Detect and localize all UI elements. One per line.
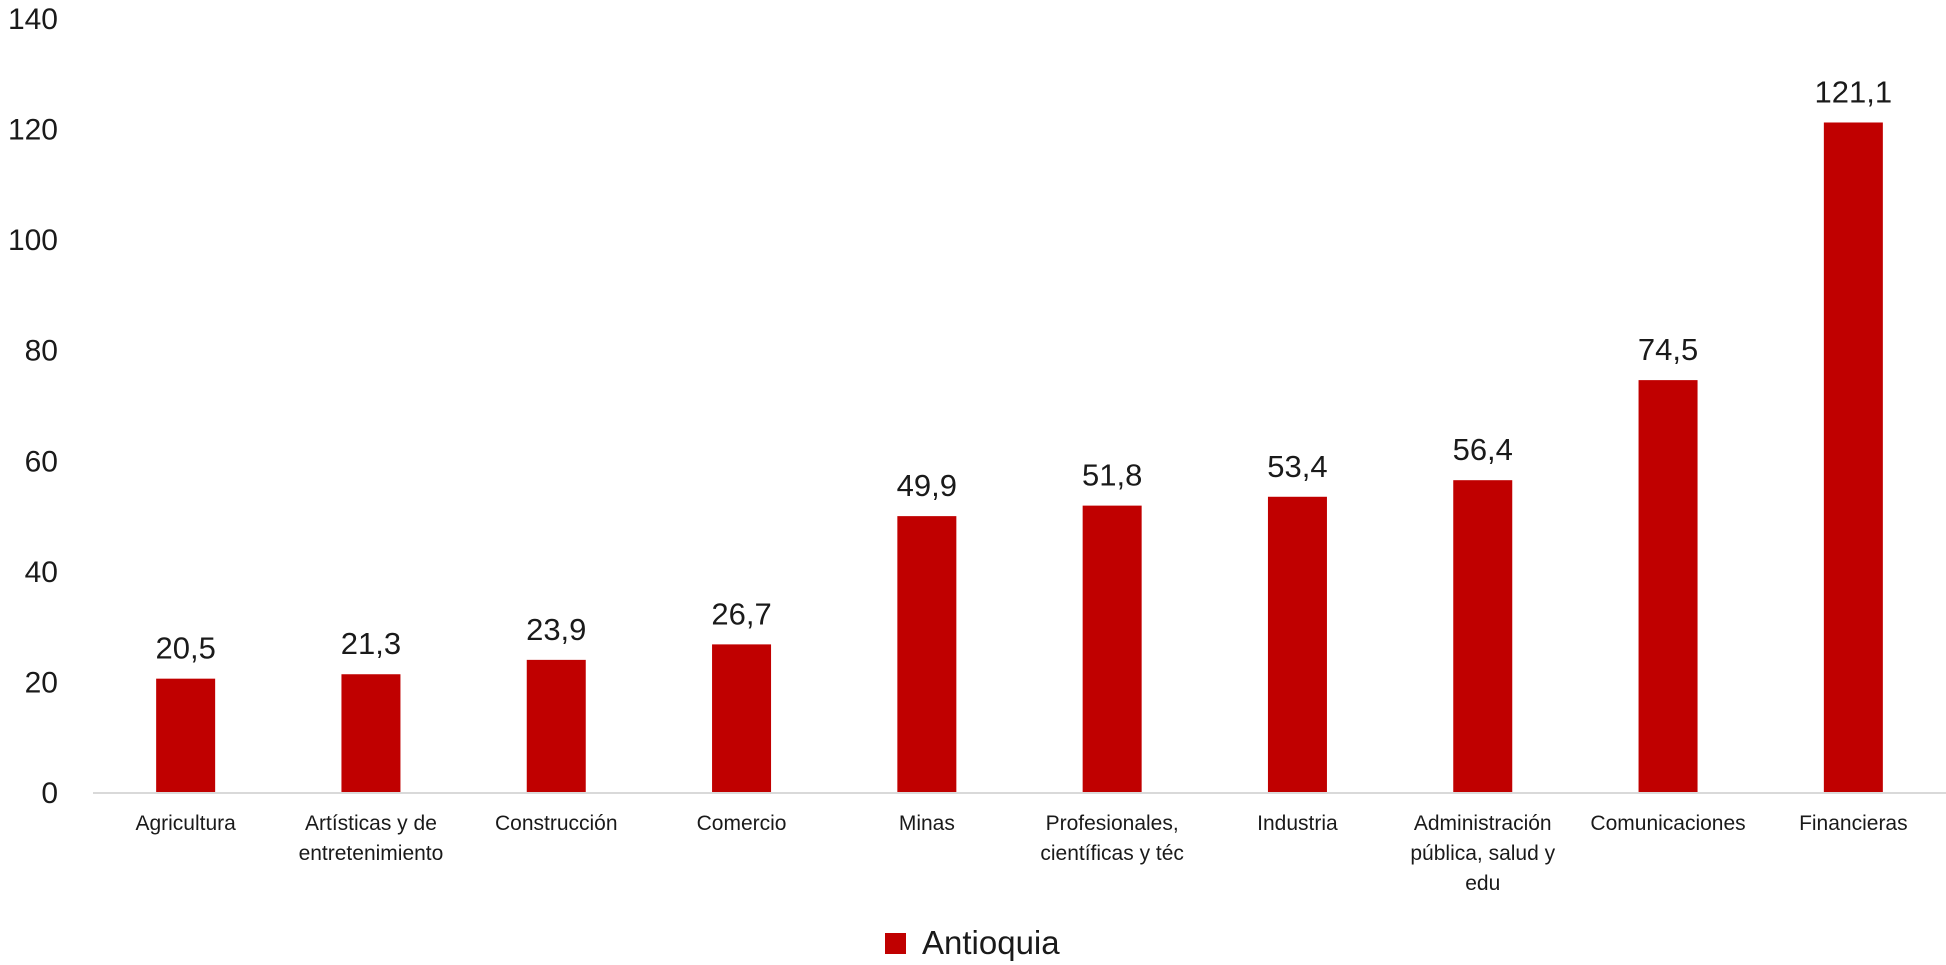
y-tick-label: 40	[25, 556, 58, 589]
legend-swatch	[885, 933, 906, 954]
x-tick-label: edu	[1465, 872, 1500, 895]
data-label: 20,5	[155, 631, 215, 666]
bar	[712, 644, 772, 792]
bar	[156, 678, 216, 792]
data-label: 26,7	[711, 596, 771, 631]
data-label: 74,5	[1638, 332, 1698, 367]
bar	[1082, 505, 1142, 792]
y-axis-tick-labels: 0 20 40 60 80 100 120 140	[8, 3, 58, 810]
x-tick-label: Comercio	[697, 812, 787, 835]
data-label: 121,1	[1815, 74, 1893, 109]
data-label: 56,4	[1453, 432, 1513, 467]
bar	[1267, 496, 1327, 792]
x-tick-label: Financieras	[1799, 812, 1908, 835]
y-tick-label: 20	[25, 666, 58, 699]
data-label: 51,8	[1082, 458, 1142, 493]
data-label: 53,4	[1267, 449, 1327, 484]
bar	[1638, 380, 1698, 792]
x-tick-label: Artísticas y de	[305, 812, 437, 835]
x-tick-label: Agricultura	[135, 812, 236, 835]
y-tick-label: 0	[41, 777, 58, 810]
y-tick-label: 80	[25, 335, 58, 368]
y-tick-label: 140	[8, 3, 58, 36]
x-tick-label: Profesionales,	[1046, 812, 1179, 835]
bar	[341, 674, 401, 792]
x-tick-label: Industria	[1257, 812, 1338, 835]
bar	[897, 516, 957, 792]
data-label: 23,9	[526, 612, 586, 647]
y-tick-label: 100	[8, 224, 58, 257]
legend: Antioquia	[885, 924, 1060, 961]
x-tick-label: entretenimiento	[299, 842, 444, 865]
legend-label: Antioquia	[922, 924, 1060, 961]
y-tick-label: 60	[25, 445, 58, 478]
x-tick-label: Construcción	[495, 812, 618, 835]
bar	[1823, 122, 1883, 793]
bar-series	[156, 122, 1883, 793]
x-tick-label: pública, salud y	[1410, 842, 1555, 865]
x-axis-category-labels: Agricultura Artísticas y de entretenimient…	[135, 812, 1907, 895]
x-tick-label: Comunicaciones	[1590, 812, 1745, 835]
data-label: 21,3	[341, 626, 401, 661]
data-label: 49,9	[897, 468, 957, 503]
x-tick-label: Minas	[899, 812, 955, 835]
bar	[526, 659, 586, 792]
data-labels: 20,5 21,3 23,9 26,7 49,9 51,8 53,4 56,4 74,5 121,…	[155, 74, 1892, 665]
y-tick-label: 120	[8, 114, 58, 147]
x-tick-label: científicas y téc	[1040, 842, 1184, 865]
bar	[1453, 480, 1513, 792]
x-tick-label: Administración	[1414, 812, 1552, 835]
